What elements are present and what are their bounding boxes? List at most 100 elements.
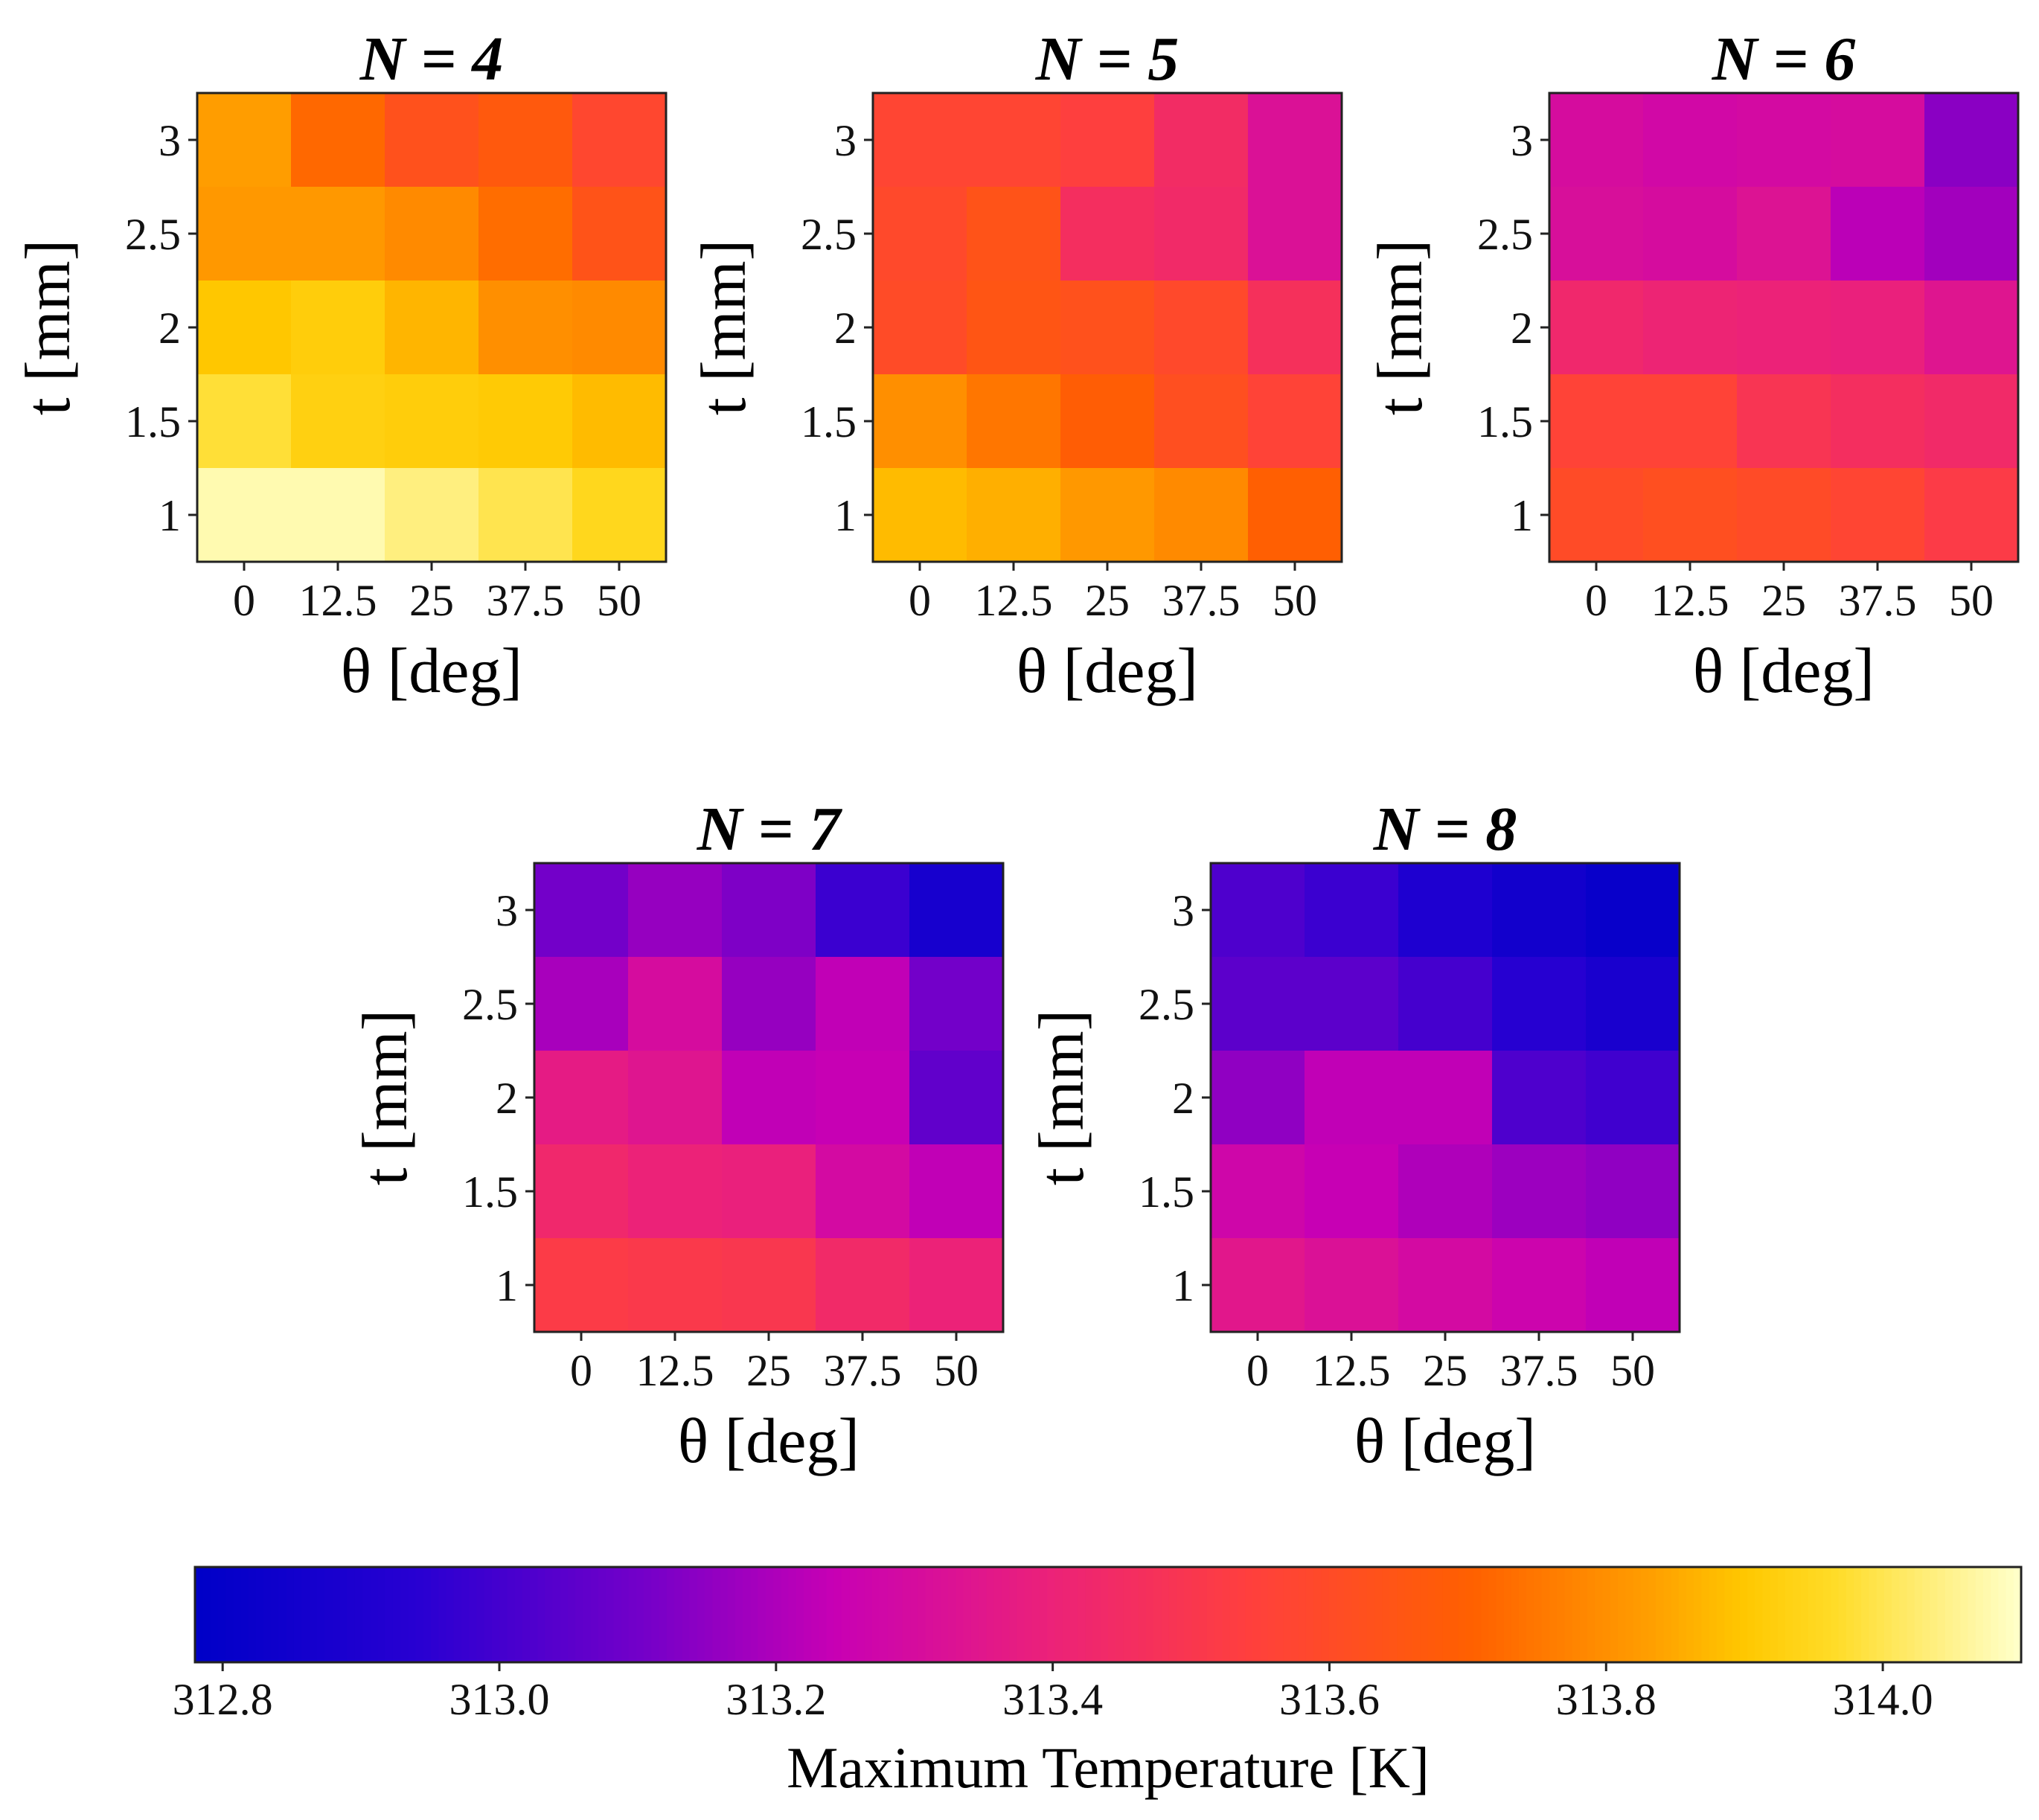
colorbar-slice <box>210 1567 219 1662</box>
colorbar-slice <box>217 1567 226 1662</box>
y-tick-label: 1 <box>159 491 181 540</box>
heatmap-cell <box>1549 93 1644 188</box>
colorbar-slice <box>1694 1567 1703 1662</box>
colorbar-slice <box>651 1567 660 1662</box>
y-tick-label: 1 <box>496 1261 518 1310</box>
colorbar-slice <box>1374 1567 1383 1662</box>
heatmap-cell <box>1248 187 1342 281</box>
y-tick-label: 3 <box>159 116 181 165</box>
colorbar-slice <box>1846 1567 1855 1662</box>
colorbar-slice <box>1823 1567 1832 1662</box>
colorbar-slice <box>1640 1567 1649 1662</box>
heatmap-cell <box>1060 468 1155 563</box>
colorbar-tick-label: 313.8 <box>1556 1675 1657 1724</box>
panel-title-num: 6 <box>1824 25 1855 94</box>
colorbar-slice <box>910 1567 919 1662</box>
heatmap-cell <box>816 1144 910 1239</box>
colorbar-slice <box>339 1567 348 1662</box>
heatmap-cell <box>909 863 1004 958</box>
colorbar-slice <box>377 1567 386 1662</box>
y-tick-label: 1.5 <box>462 1167 518 1217</box>
colorbar-slice <box>1123 1567 1132 1662</box>
heatmap-panel-7: N = 7 3 2.5 2 1.5 1 0 12.5 25 37.5 50 θ [deg] t [mm] <box>349 795 1005 1476</box>
colorbar-slice <box>354 1567 363 1662</box>
colorbar-slice <box>750 1567 759 1662</box>
heatmap-cell <box>873 187 967 281</box>
x-tick-label: 50 <box>1949 576 1994 625</box>
heatmap-cell <box>1737 281 1831 375</box>
colorbar-slice <box>507 1567 516 1662</box>
colorbar-slice <box>857 1567 865 1662</box>
heatmap-cell <box>722 1238 816 1333</box>
x-tick-label: 12.5 <box>1313 1346 1391 1395</box>
colorbar-slice <box>1854 1567 1863 1662</box>
colorbar-slice <box>1709 1567 1718 1662</box>
colorbar-slice <box>1153 1567 1162 1662</box>
heatmap-cell <box>291 187 385 281</box>
heatmap-cell <box>1060 281 1155 375</box>
y-axis-label: t [mm] <box>1025 1010 1097 1185</box>
colorbar-slice <box>932 1567 942 1662</box>
colorbar-slice <box>1298 1567 1307 1662</box>
y-tick-label: 1.5 <box>125 397 181 446</box>
colorbar-slice <box>575 1567 584 1662</box>
heatmap-cell <box>628 1051 723 1145</box>
colorbar-slice <box>461 1567 470 1662</box>
colorbar-slice <box>1678 1567 1688 1662</box>
heatmap-panel-8: N = 8 3 2.5 2 1.5 1 0 12.5 25 37.5 50 θ [deg] t [mm] <box>1025 795 1681 1476</box>
heatmap-cell <box>1492 1051 1587 1145</box>
colorbar-slice <box>362 1567 371 1662</box>
colorbar-slice <box>1214 1567 1223 1662</box>
heatmap-cell <box>1248 93 1342 188</box>
colorbar-slice <box>712 1567 721 1662</box>
colorbar-slice <box>392 1567 402 1662</box>
colorbar-tick-label: 312.8 <box>173 1675 273 1724</box>
colorbar-slice <box>1206 1567 1216 1662</box>
heatmap-cell <box>628 957 723 1051</box>
heatmap-cell <box>534 1051 629 1145</box>
panel-title-num: 8 <box>1485 795 1517 864</box>
heatmap-cell <box>1643 93 1738 188</box>
colorbar-slice <box>902 1567 912 1662</box>
colorbar-slice <box>560 1567 569 1662</box>
y-tick-label: 2.5 <box>125 210 181 259</box>
colorbar-slice <box>1305 1567 1315 1662</box>
colorbar-slice <box>1724 1567 1733 1662</box>
heatmap-cell <box>1248 281 1342 375</box>
heatmap-cell <box>1737 374 1831 469</box>
colorbar-slice <box>415 1567 424 1662</box>
colorbar-slice <box>666 1567 676 1662</box>
panel-title: N = 7 <box>697 795 843 864</box>
heatmap-cell <box>385 281 479 375</box>
colorbar-slice <box>1177 1567 1185 1662</box>
heatmap-panel-5: N = 5 3 2.5 2 1.5 1 0 12.5 25 37.5 50 θ [deg] t [mm] <box>688 25 1343 706</box>
colorbar-slice <box>1496 1567 1505 1662</box>
colorbar-slice <box>1458 1567 1467 1662</box>
heatmap-cell <box>1492 1144 1587 1239</box>
heatmap-cell <box>873 468 967 563</box>
colorbar-slice <box>765 1567 775 1662</box>
heatmap-cell <box>1924 374 2019 469</box>
heatmap-cell <box>1831 93 1925 188</box>
colorbar-slice <box>263 1567 272 1662</box>
colorbar-slice <box>1511 1567 1520 1662</box>
heatmap-cell <box>1831 281 1925 375</box>
colorbar-slice <box>925 1567 934 1662</box>
heatmap-cell <box>628 1144 723 1239</box>
colorbar-slice <box>781 1567 790 1662</box>
colorbar-slice <box>1618 1567 1627 1662</box>
colorbar-slice <box>1777 1567 1787 1662</box>
heatmap-cell <box>816 863 910 958</box>
x-tick-label: 12.5 <box>299 576 377 625</box>
colorbar-slice <box>1701 1567 1710 1662</box>
heatmap-cell <box>628 863 723 958</box>
colorbar-slice <box>408 1567 417 1662</box>
colorbar-slice <box>1610 1567 1619 1662</box>
colorbar-slice <box>255 1567 265 1662</box>
colorbar-slice <box>316 1567 325 1662</box>
colorbar-slice <box>446 1567 455 1662</box>
colorbar-slice <box>1732 1567 1741 1662</box>
colorbar-slice <box>1427 1567 1436 1662</box>
heatmap-cell <box>1305 957 1399 1051</box>
heatmap-cell <box>572 187 667 281</box>
